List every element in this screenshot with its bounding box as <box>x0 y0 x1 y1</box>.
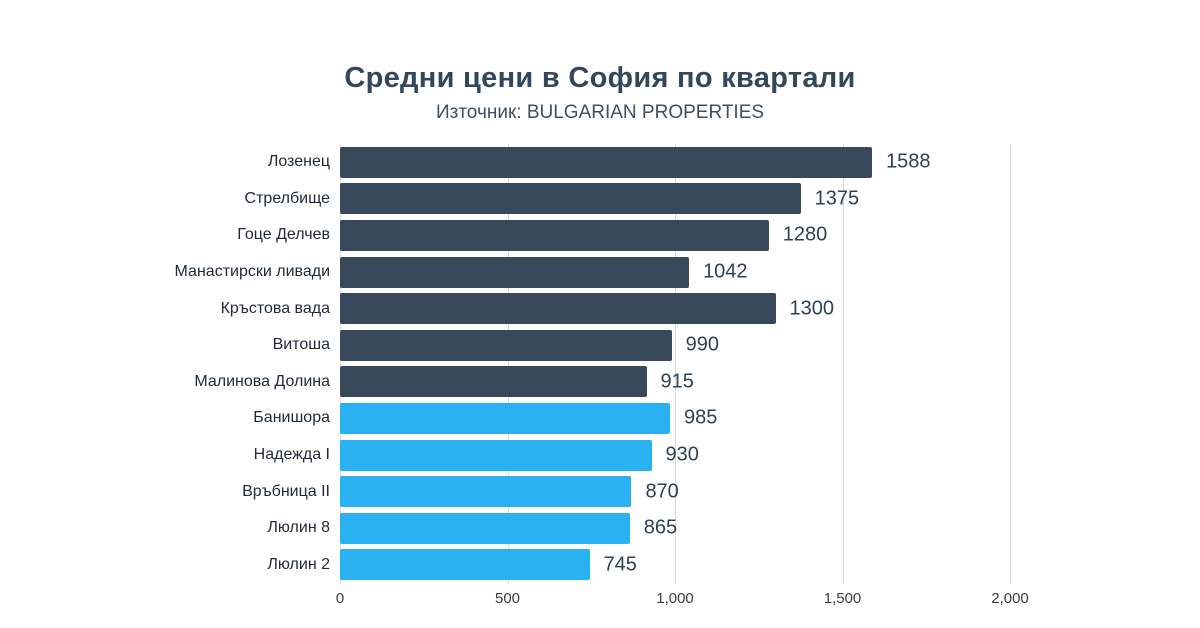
bar-row: Надежда I 930 <box>40 437 1160 474</box>
bar-rows: Лозенец 1588 Стрелбище 1375 Гоце Делчев 1280 М… <box>40 144 1160 583</box>
bar-row: Гоце Делчев 1280 <box>40 217 1160 254</box>
bar-track: 1280 <box>340 219 1010 251</box>
grid-layer <box>340 144 1011 584</box>
gridline <box>1010 144 1011 584</box>
value-label: 865 <box>643 516 678 539</box>
value-label: 1300 <box>789 297 834 320</box>
gridline <box>842 144 844 584</box>
bar-track: 1588 <box>340 146 1010 178</box>
bar-track: 990 <box>340 329 1010 361</box>
bar-track: 930 <box>340 439 1010 471</box>
value-label: 990 <box>685 333 720 356</box>
x-axis: 0 500 1,000 1,500 2,000 <box>336 588 1029 612</box>
category-label: Кръстова вада <box>220 299 330 317</box>
bar-track: 865 <box>340 512 1010 544</box>
bar-row: Витоша 990 <box>40 327 1160 364</box>
category-label: Банишора <box>253 409 330 427</box>
bar <box>340 549 590 581</box>
value-label: 930 <box>665 443 699 466</box>
bar <box>340 476 632 508</box>
bar-row: Стрелбище 1375 <box>40 181 1160 218</box>
bar-row: Люлин 2 745 <box>40 547 1160 584</box>
bar <box>340 256 690 288</box>
bar-row: Банишора 985 <box>40 400 1160 437</box>
category-label: Надежда I <box>253 446 330 464</box>
category-label: Връбница II <box>242 482 330 500</box>
x-tick-label: 1,000 <box>656 590 694 608</box>
bar-track: 1300 <box>340 293 1010 325</box>
bar-row: Малинова Долина 915 <box>40 364 1160 401</box>
x-tick-label: 1,500 <box>823 590 862 608</box>
gridline <box>340 144 341 584</box>
bar <box>340 402 670 434</box>
bar <box>340 366 647 398</box>
bar <box>340 293 776 325</box>
bar-row: Манастирски ливади 1042 <box>40 254 1160 291</box>
bar <box>340 183 801 215</box>
value-label: 745 <box>603 553 637 576</box>
category-label: Лозенец <box>267 153 330 171</box>
bar-track: 870 <box>340 476 1010 508</box>
gridline <box>675 144 676 584</box>
chart-source: Източник: BULGARIAN PROPERTIES <box>435 102 765 123</box>
value-label: 1375 <box>814 187 860 210</box>
value-label: 1042 <box>703 260 748 283</box>
category-label: Малинова Долина <box>194 372 330 390</box>
category-label: Стрелбище <box>244 189 330 207</box>
bar <box>340 329 672 361</box>
bar-row: Лозенец 1588 <box>40 144 1160 181</box>
bar-track: 985 <box>340 402 1010 434</box>
category-label: Люлин 2 <box>267 555 330 573</box>
chart-title: Средни цени в София по квартали <box>344 62 856 94</box>
category-label: Люлин 8 <box>267 519 330 537</box>
bar-row: Кръстова вада 1300 <box>40 290 1160 327</box>
bar-row: Връбница II 870 <box>40 473 1160 510</box>
bar-track: 1375 <box>340 183 1010 215</box>
bar-track: 745 <box>340 549 1010 581</box>
x-tick-label: 0 <box>335 590 345 608</box>
x-tick-label: 2,000 <box>991 590 1029 608</box>
category-label: Витоша <box>272 336 330 354</box>
bar <box>340 146 872 178</box>
bar-track: 1042 <box>340 256 1010 288</box>
x-tick-label: 500 <box>494 590 521 608</box>
bar-track: 915 <box>340 366 1010 398</box>
category-label: Гоце Делчев <box>237 226 330 244</box>
value-label: 985 <box>683 406 718 429</box>
bar-row: Люлин 8 865 <box>40 510 1160 547</box>
value-label: 915 <box>660 370 694 393</box>
value-label: 870 <box>645 480 679 503</box>
chart-header: Средни цени в София по квартали Източник… <box>0 0 1200 124</box>
bar-chart: Лозенец 1588 Стрелбище 1375 Гоце Делчев 1280 М… <box>40 144 1160 612</box>
gridline <box>507 144 509 584</box>
category-label: Манастирски ливади <box>174 263 330 281</box>
value-label: 1588 <box>885 150 931 173</box>
bar <box>340 512 630 544</box>
bar <box>340 219 769 251</box>
bar <box>340 439 652 471</box>
value-label: 1280 <box>782 223 828 246</box>
